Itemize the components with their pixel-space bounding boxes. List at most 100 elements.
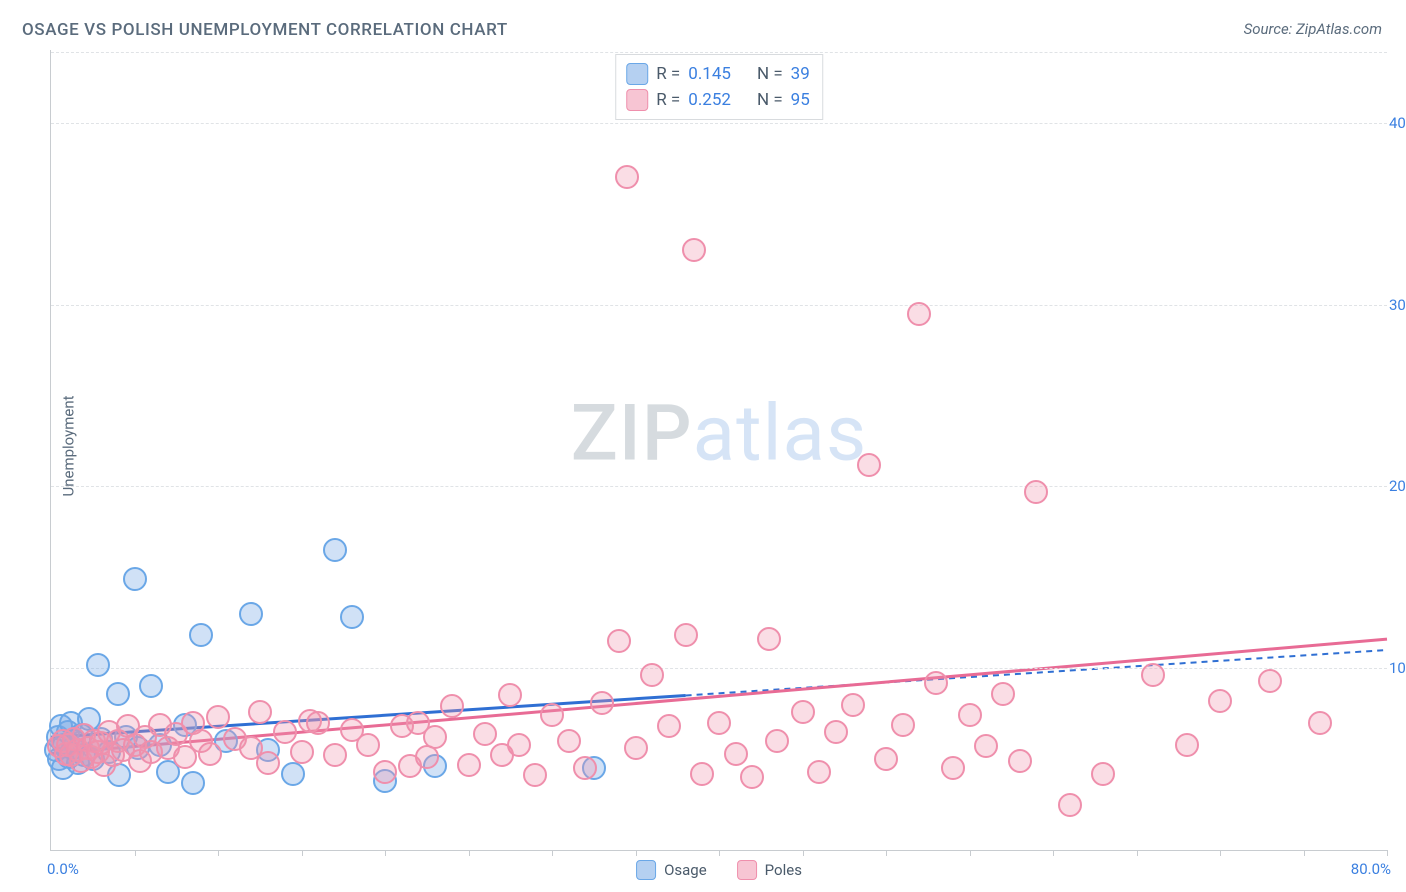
scatter-point — [440, 694, 464, 718]
swatch-icon — [626, 63, 648, 85]
scatter-point — [657, 714, 681, 738]
scatter-point — [1058, 793, 1082, 817]
scatter-point — [507, 733, 531, 757]
scatter-point — [1024, 480, 1048, 504]
scatter-point — [523, 763, 547, 787]
scatter-point — [757, 627, 781, 651]
scatter-point — [198, 742, 222, 766]
x-tick — [1053, 850, 1054, 856]
scatter-point — [724, 742, 748, 766]
scatter-point — [1308, 711, 1332, 735]
scatter-point — [573, 756, 597, 780]
scatter-point — [248, 700, 272, 724]
scatter-point — [991, 682, 1015, 706]
scatter-point — [239, 602, 263, 626]
chart-title: OSAGE VS POLISH UNEMPLOYMENT CORRELATION… — [22, 20, 508, 40]
scatter-point — [86, 653, 110, 677]
x-tick — [1304, 850, 1305, 856]
y-tick-label: 20.0% — [1389, 477, 1406, 495]
scatter-point — [281, 762, 305, 786]
scatter-point — [765, 729, 789, 753]
scatter-point — [457, 753, 481, 777]
scatter-point — [106, 682, 130, 706]
swatch-icon — [737, 860, 757, 880]
scatter-point — [807, 760, 831, 784]
y-tick-label: 10.0% — [1389, 659, 1406, 677]
scatter-point — [323, 538, 347, 562]
scatter-point — [740, 765, 764, 789]
legend-stats-row: R = 0.252 N = 95 — [626, 87, 810, 113]
scatter-point — [674, 623, 698, 647]
scatter-point — [256, 751, 280, 775]
x-tick — [1137, 850, 1138, 856]
x-tick — [469, 850, 470, 856]
scatter-point — [824, 720, 848, 744]
scatter-point — [791, 700, 815, 724]
swatch-icon — [636, 860, 656, 880]
scatter-point — [682, 238, 706, 262]
x-tick — [552, 850, 553, 856]
scatter-point — [590, 691, 614, 715]
scatter-point — [907, 302, 931, 326]
scatter-point — [557, 729, 581, 753]
legend-item: Osage — [636, 860, 707, 880]
scatter-point — [540, 703, 564, 727]
scatter-point — [1091, 762, 1115, 786]
x-tick — [803, 850, 804, 856]
x-tick — [970, 850, 971, 856]
trend-line — [686, 650, 1387, 695]
scatter-point — [423, 725, 447, 749]
scatter-point — [924, 671, 948, 695]
scatter-point — [615, 165, 639, 189]
scatter-point — [958, 703, 982, 727]
legend-item-label: Poles — [765, 861, 802, 879]
gridline — [51, 305, 1387, 306]
scatter-point — [290, 740, 314, 764]
x-tick — [135, 850, 136, 856]
scatter-point — [356, 733, 380, 757]
scatter-point — [139, 674, 163, 698]
scatter-point — [473, 722, 497, 746]
gridline — [51, 52, 1387, 53]
x-tick — [218, 850, 219, 856]
scatter-point — [607, 629, 631, 653]
scatter-point — [181, 771, 205, 795]
x-tick — [1387, 850, 1388, 856]
scatter-point — [1258, 669, 1282, 693]
footer-legend: Osage Poles — [636, 860, 802, 880]
source-label: Source: ZipAtlas.com — [1244, 20, 1382, 38]
scatter-point — [498, 683, 522, 707]
x-tick — [636, 850, 637, 856]
swatch-icon — [626, 89, 648, 111]
gridline — [51, 486, 1387, 487]
x-tick — [1220, 850, 1221, 856]
scatter-point — [373, 760, 397, 784]
scatter-point — [690, 762, 714, 786]
legend-item-label: Osage — [664, 861, 707, 879]
gridline — [51, 668, 1387, 669]
legend-stats-row: R = 0.145 N = 39 — [626, 61, 810, 87]
scatter-point — [1141, 663, 1165, 687]
scatter-point — [1008, 749, 1032, 773]
plot-area: ZIPatlas R = 0.145 N = 39 R = 0.252 N = … — [50, 50, 1387, 851]
scatter-point — [857, 453, 881, 477]
y-tick-label: 30.0% — [1389, 296, 1406, 314]
x-tick — [385, 850, 386, 856]
scatter-point — [306, 711, 330, 735]
scatter-point — [206, 705, 230, 729]
scatter-point — [874, 747, 898, 771]
scatter-point — [323, 743, 347, 767]
scatter-point — [941, 756, 965, 780]
scatter-point — [1208, 689, 1232, 713]
legend-item: Poles — [737, 860, 802, 880]
chart-container: OSAGE VS POLISH UNEMPLOYMENT CORRELATION… — [0, 0, 1406, 892]
scatter-point — [273, 720, 297, 744]
legend-stats-box: R = 0.145 N = 39 R = 0.252 N = 95 — [615, 54, 823, 120]
gridline — [51, 123, 1387, 124]
x-tick — [886, 850, 887, 856]
x-tick — [302, 850, 303, 856]
scatter-point — [640, 663, 664, 687]
x-tick — [719, 850, 720, 856]
scatter-point — [841, 693, 865, 717]
y-tick-label: 40.0% — [1389, 114, 1406, 132]
